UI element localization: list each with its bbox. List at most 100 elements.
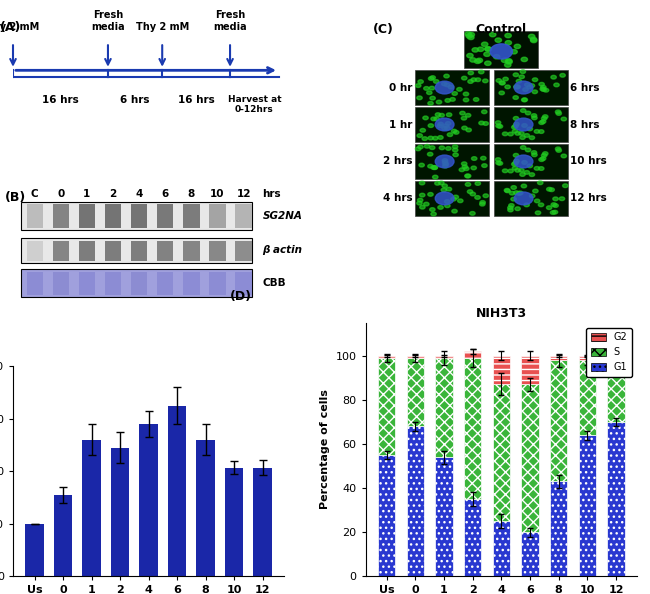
Text: 8: 8: [188, 189, 195, 199]
Circle shape: [547, 187, 552, 191]
Circle shape: [505, 40, 512, 45]
Bar: [493, 384, 510, 521]
Text: 0 hr: 0 hr: [389, 83, 413, 93]
Circle shape: [442, 159, 448, 162]
Bar: [464, 31, 538, 68]
Circle shape: [428, 136, 434, 140]
Bar: [436, 457, 452, 576]
Text: (B): (B): [5, 191, 26, 204]
Circle shape: [470, 211, 475, 215]
Circle shape: [514, 122, 519, 126]
Circle shape: [466, 128, 471, 132]
Text: 16 hrs: 16 hrs: [42, 95, 79, 105]
Circle shape: [436, 118, 454, 131]
Circle shape: [512, 166, 517, 170]
Circle shape: [443, 160, 448, 165]
Bar: [131, 241, 148, 261]
Bar: [196, 440, 215, 576]
Circle shape: [561, 117, 567, 121]
Circle shape: [483, 194, 488, 198]
Circle shape: [497, 162, 502, 165]
Bar: [521, 356, 539, 384]
Circle shape: [465, 174, 470, 178]
Circle shape: [419, 193, 425, 197]
Circle shape: [552, 210, 558, 214]
Circle shape: [520, 135, 525, 140]
Circle shape: [484, 52, 490, 56]
Circle shape: [510, 191, 515, 195]
Circle shape: [468, 80, 473, 83]
Circle shape: [477, 47, 484, 52]
Text: 2: 2: [109, 189, 116, 199]
Circle shape: [539, 121, 544, 125]
Circle shape: [432, 166, 437, 169]
Bar: [235, 272, 252, 295]
Circle shape: [499, 91, 504, 95]
Circle shape: [529, 136, 535, 140]
Circle shape: [443, 124, 448, 128]
Bar: [494, 107, 568, 142]
Circle shape: [540, 87, 545, 91]
Text: Fresh
media: Fresh media: [91, 10, 125, 32]
Circle shape: [417, 198, 423, 202]
Circle shape: [540, 157, 546, 160]
Circle shape: [426, 91, 432, 94]
Circle shape: [534, 129, 540, 133]
Circle shape: [417, 134, 422, 137]
Circle shape: [549, 188, 554, 192]
Circle shape: [439, 113, 445, 117]
Circle shape: [424, 87, 429, 90]
Circle shape: [468, 71, 473, 75]
Bar: [111, 447, 129, 576]
Circle shape: [524, 134, 530, 137]
Bar: [21, 269, 252, 297]
Circle shape: [514, 159, 519, 163]
Bar: [27, 204, 43, 228]
Circle shape: [438, 206, 443, 209]
Circle shape: [505, 33, 512, 38]
Circle shape: [496, 78, 502, 83]
Circle shape: [431, 166, 436, 169]
Bar: [183, 272, 200, 295]
Circle shape: [463, 98, 469, 102]
Circle shape: [450, 97, 455, 101]
Circle shape: [524, 170, 530, 174]
Title: NIH3T3: NIH3T3: [476, 307, 527, 320]
Circle shape: [519, 75, 525, 78]
Circle shape: [504, 63, 511, 67]
Bar: [21, 202, 252, 230]
Circle shape: [470, 58, 476, 62]
Circle shape: [445, 83, 450, 87]
Circle shape: [514, 85, 519, 89]
Circle shape: [522, 98, 528, 102]
Bar: [235, 204, 252, 228]
Circle shape: [521, 98, 527, 102]
Text: 4: 4: [135, 189, 143, 199]
Circle shape: [513, 124, 518, 128]
Circle shape: [415, 147, 421, 151]
Circle shape: [554, 83, 559, 87]
Circle shape: [522, 160, 527, 165]
Circle shape: [514, 118, 533, 131]
Bar: [378, 455, 395, 576]
Bar: [27, 272, 43, 295]
Circle shape: [547, 206, 552, 210]
Circle shape: [418, 145, 423, 148]
Text: Harvest at
0-12hrs: Harvest at 0-12hrs: [227, 95, 281, 114]
Circle shape: [519, 168, 524, 172]
Circle shape: [443, 162, 448, 166]
Circle shape: [528, 34, 535, 39]
Circle shape: [521, 109, 526, 112]
Circle shape: [430, 96, 436, 100]
Circle shape: [436, 113, 441, 116]
Bar: [415, 181, 489, 216]
Bar: [157, 272, 174, 295]
Circle shape: [471, 166, 476, 170]
Bar: [157, 204, 174, 228]
Circle shape: [474, 195, 480, 199]
Bar: [378, 358, 395, 455]
Circle shape: [555, 110, 561, 113]
Circle shape: [503, 77, 508, 81]
Circle shape: [465, 174, 471, 178]
Circle shape: [441, 188, 447, 192]
